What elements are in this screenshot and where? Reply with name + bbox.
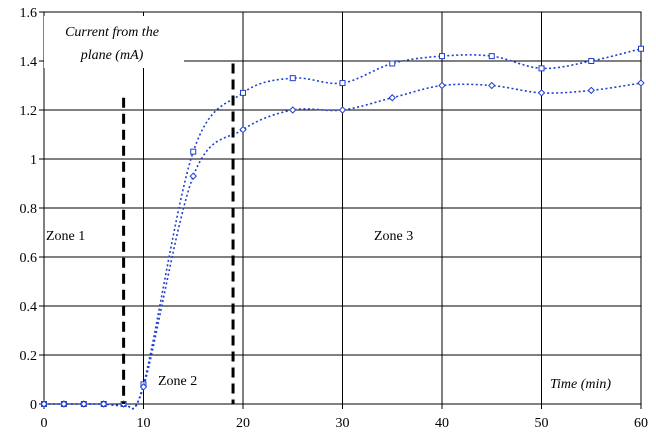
series-2-point — [189, 172, 197, 180]
series-2-point — [239, 125, 247, 134]
zone2-label: Zone 2 — [158, 374, 197, 389]
series-2-point — [289, 106, 297, 114]
x-tick-label: 30 — [336, 416, 350, 431]
axes — [39, 11, 642, 409]
zone1-label: Zone 1 — [46, 229, 85, 244]
x-tick-label: 50 — [535, 416, 549, 431]
series-1-point — [339, 80, 346, 87]
x-tick-label: 10 — [137, 416, 151, 431]
series-1-point — [289, 75, 296, 82]
y-tick-label: 0.4 — [20, 300, 38, 315]
series-2-point — [637, 79, 645, 87]
series-group — [40, 45, 645, 410]
series-1-point — [538, 65, 545, 72]
ylabel-backdrop — [44, 16, 184, 68]
series-2-point — [80, 400, 88, 408]
plot-frame — [43, 11, 642, 405]
y-tick-label: 0.2 — [20, 349, 38, 364]
series-1-point — [638, 45, 644, 52]
series-2-point — [438, 81, 446, 90]
series-2-point — [587, 86, 595, 95]
y-tick-label: 1.4 — [20, 55, 38, 70]
y-tick-label: 0.8 — [20, 202, 38, 217]
x-tick-label: 20 — [236, 416, 250, 431]
series-2-point — [60, 400, 68, 408]
ylabel-line2: plane (mA) — [80, 48, 144, 63]
tick-labels: 0 0.2 0.4 0.6 0.8 1 1.2 1.4 1.6 0 10 20 30 40 50 60 — [20, 6, 649, 431]
series-1-point — [240, 89, 246, 96]
series-1-point — [190, 148, 197, 155]
annotations: Current from the plane (mA) Zone 1 Zone … — [44, 16, 611, 392]
series-1-point — [588, 58, 595, 64]
xlabel: Time (min) — [550, 377, 611, 392]
series-2-point — [537, 89, 546, 97]
series-2-point — [139, 383, 148, 391]
series-2-point — [338, 106, 347, 114]
y-tick-label: 0 — [30, 398, 37, 413]
x-tick-label: 60 — [634, 416, 648, 431]
series-2-point — [40, 400, 48, 408]
zone-boundaries — [122, 63, 235, 404]
y-tick-label: 1 — [30, 153, 37, 168]
zone3-label: Zone 3 — [374, 229, 413, 244]
series-1-point — [488, 53, 495, 60]
y-tick-label: 0.6 — [20, 251, 38, 266]
y-tick-label: 1.2 — [20, 104, 38, 119]
series-1-point — [389, 60, 396, 67]
series-2-point — [388, 94, 396, 102]
series-2-point — [99, 400, 108, 408]
x-tick-label: 40 — [435, 416, 449, 431]
ylabel-line1: Current from the — [65, 25, 159, 40]
series-1-point — [439, 53, 445, 60]
series-2-point — [488, 81, 496, 90]
x-tick-label: 0 — [41, 416, 48, 431]
y-tick-label: 1.6 — [20, 6, 38, 21]
